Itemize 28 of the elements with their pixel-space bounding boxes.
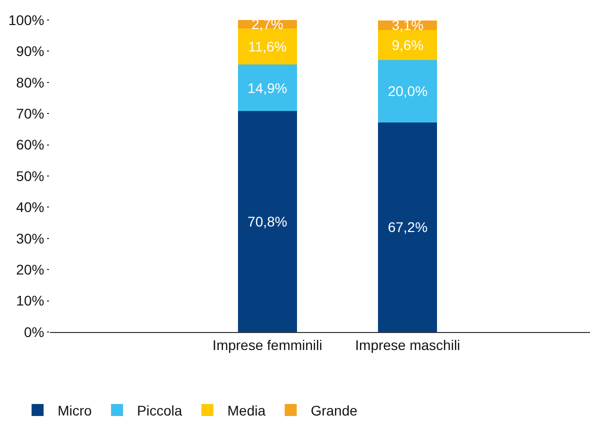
y-tick-label: 60%	[16, 136, 44, 153]
y-tick-label: 70%	[16, 106, 44, 122]
y-tick-label: 90%	[16, 43, 44, 60]
x-tick-label: Imprese femminili	[212, 336, 322, 353]
data-label: 67,2%	[388, 219, 428, 236]
legend-label: Piccola	[137, 402, 182, 418]
y-tick-label: 30%	[16, 230, 44, 246]
legend-label: Media	[227, 402, 266, 418]
data-label: 3,1%	[392, 17, 424, 34]
y-tick-label: 50%	[16, 168, 44, 184]
legend-label: Grande	[310, 402, 358, 418]
data-label: 11,6%	[248, 38, 287, 55]
y-tick-label: 80%	[16, 74, 44, 90]
data-label: 9,6%	[392, 36, 424, 53]
y-tick-label: 100%	[8, 12, 44, 28]
y-tick-label: 40%	[16, 199, 44, 216]
y-tick-label: 20%	[16, 262, 44, 278]
data-label: 20,0%	[388, 83, 428, 100]
bar	[378, 60, 438, 122]
data-label: 14,9%	[248, 80, 288, 96]
bar	[378, 122, 438, 332]
x-tick-label: Imprese maschili	[355, 336, 460, 353]
legend-label: Micro	[58, 402, 92, 418]
y-tick-label: 0%	[24, 324, 44, 340]
data-label: 70,8%	[248, 214, 288, 230]
bar	[238, 111, 297, 332]
bar	[238, 64, 297, 112]
y-tick-label: 10%	[16, 292, 44, 309]
